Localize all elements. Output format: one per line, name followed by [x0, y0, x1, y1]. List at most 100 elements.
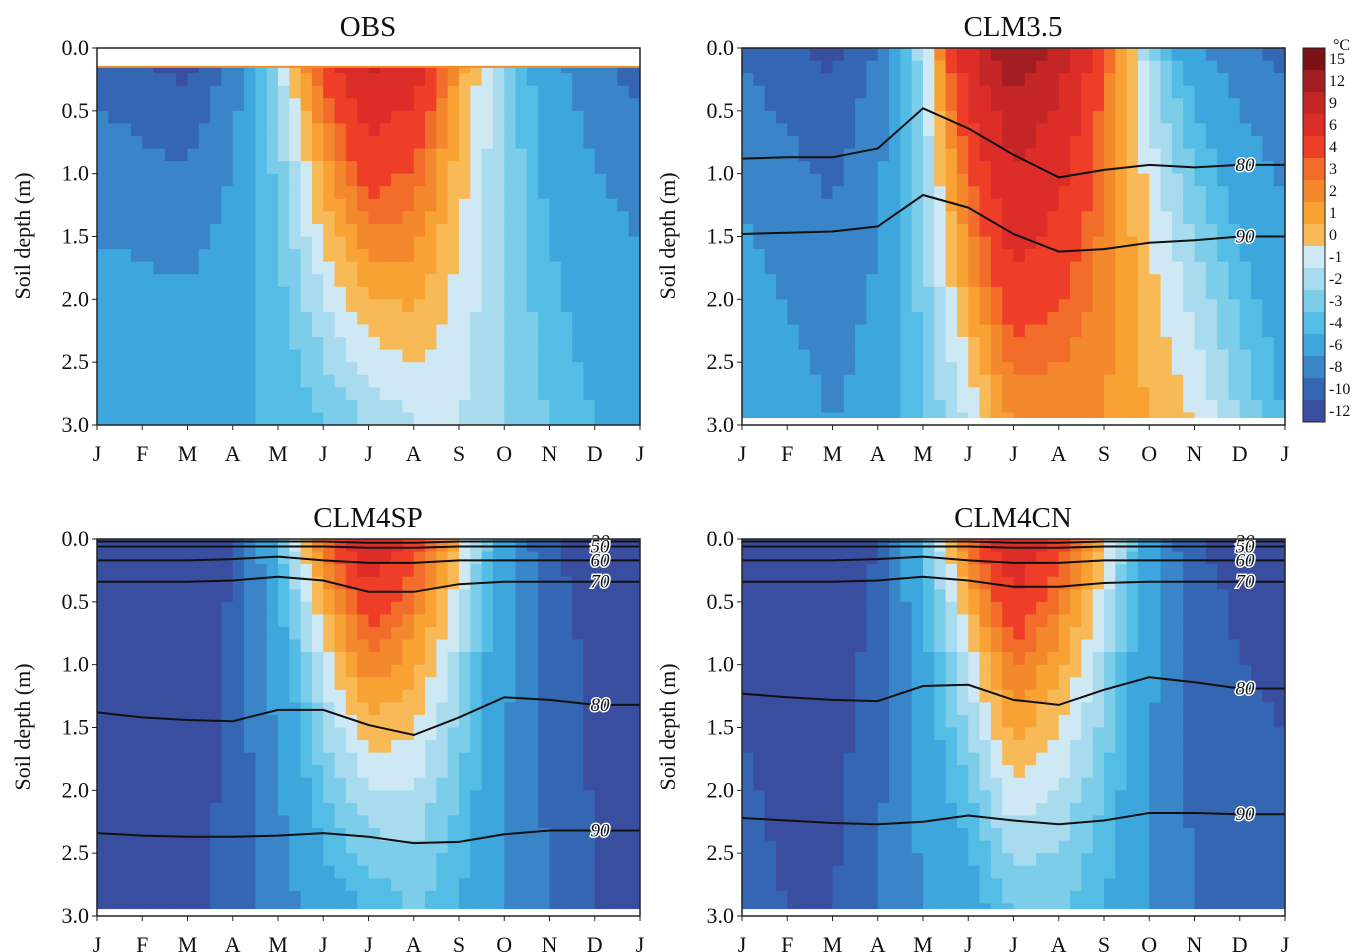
heatmap-cell: [979, 198, 992, 212]
heatmap-cell: [606, 689, 618, 703]
heatmap-cell: [923, 639, 935, 653]
axis-ticks-obs: J F M A M J J A S O N D J0.00.51.01.52.02.53.0: [62, 35, 645, 466]
heatmap-cell: [764, 98, 777, 112]
heatmap-cell: [311, 614, 324, 628]
heatmap-cell: [968, 362, 981, 376]
heatmap-cell: [1092, 286, 1105, 300]
heatmap-cell: [492, 186, 505, 200]
heatmap-cell: [956, 387, 969, 401]
heatmap-cell: [1047, 186, 1060, 200]
heatmap-cell: [742, 840, 754, 854]
heatmap-cell: [413, 198, 426, 212]
heatmap-cell: [142, 614, 155, 628]
heatmap-cell: [1205, 98, 1218, 112]
heatmap-cell: [877, 601, 890, 615]
heatmap-cell: [130, 249, 143, 263]
heatmap-cell: [244, 236, 256, 250]
heatmap-cell: [560, 148, 573, 162]
heatmap-cell: [583, 173, 596, 187]
heatmap-cell: [323, 539, 336, 553]
heatmap-cell: [855, 311, 868, 326]
heatmap-cell: [300, 261, 313, 275]
heatmap-cell: [1205, 324, 1218, 338]
heatmap-cell: [560, 73, 573, 87]
heatmap-cell: [481, 85, 494, 99]
heatmap-cell: [481, 311, 494, 326]
heatmap-cell: [855, 73, 868, 87]
heatmap-cell: [425, 324, 437, 338]
heatmap-cell: [764, 311, 777, 326]
heatmap-cell: [278, 564, 290, 578]
heatmap-cell: [1024, 324, 1037, 338]
heatmap-cell: [1205, 186, 1218, 200]
heatmap-cell: [130, 626, 143, 641]
heatmap-cell: [1239, 387, 1252, 401]
heatmap-cell: [787, 652, 800, 666]
heatmap-cell: [504, 387, 517, 401]
heatmap-cell: [934, 374, 947, 388]
heatmap-cell: [357, 840, 370, 854]
heatmap-cell: [526, 198, 539, 212]
heatmap-cell: [164, 324, 177, 338]
heatmap-cell: [866, 878, 879, 892]
heatmap-cell: [255, 399, 268, 414]
heatmap-cell: [1115, 110, 1128, 124]
heatmap-cell: [617, 702, 630, 716]
heatmap-cell: [866, 790, 879, 804]
heatmap-cell: [198, 765, 211, 779]
heatmap-cell: [198, 551, 211, 565]
heatmap-cell: [549, 853, 562, 867]
heatmap-cell: [221, 399, 234, 414]
heatmap-cell: [255, 740, 268, 754]
heatmap-cell: [809, 311, 822, 326]
heatmap-cell: [538, 261, 551, 275]
heatmap-cell: [391, 689, 404, 703]
heatmap-cell: [1160, 349, 1173, 363]
heatmap-cell: [278, 790, 290, 804]
heatmap-cell: [176, 903, 189, 910]
heatmap-cell: [357, 85, 370, 99]
heatmap-cell: [787, 48, 800, 62]
heatmap-cell: [583, 878, 596, 892]
heatmap-cell: [526, 614, 539, 628]
heatmap-cell: [538, 564, 551, 578]
heatmap-cell: [119, 286, 132, 300]
heatmap-cell: [742, 639, 754, 653]
heatmap-cell: [221, 299, 234, 313]
heatmap-cell: [334, 261, 347, 275]
heatmap-cell: [210, 387, 223, 401]
heatmap-cell: [1273, 399, 1285, 414]
heatmap-cell: [764, 173, 777, 187]
heatmap-cell: [504, 362, 517, 376]
heatmap-cell: [549, 274, 562, 288]
heatmap-cell: [775, 60, 788, 74]
heatmap-cell: [889, 98, 901, 112]
heatmap-cell: [594, 324, 607, 338]
heatmap-cell: [821, 564, 834, 578]
heatmap-cell: [1217, 249, 1230, 263]
heatmap-cell: [379, 677, 392, 691]
heatmap-cell: [1273, 48, 1285, 62]
heatmap-cell: [402, 639, 415, 653]
heatmap-cell: [956, 148, 969, 162]
heatmap-cell: [176, 249, 189, 263]
heatmap-cell: [266, 211, 279, 225]
heatmap-cell: [1183, 399, 1196, 414]
heatmap-cell: [549, 614, 562, 628]
heatmap-cell: [1160, 211, 1173, 225]
heatmap-cell: [142, 66, 155, 74]
heatmap-cell: [606, 727, 618, 741]
heatmap-cell: [436, 865, 449, 879]
heatmap-cell: [843, 765, 856, 779]
heatmap-cell: [628, 274, 640, 288]
heatmap-cell: [345, 186, 358, 200]
heatmap-cell: [832, 387, 845, 401]
heatmap-cell: [775, 652, 788, 666]
heatmap-cell: [889, 853, 901, 867]
heatmap-cell: [1104, 274, 1116, 288]
heatmap-cell: [889, 802, 901, 817]
heatmap-cell: [979, 186, 992, 200]
heatmap-cell: [911, 903, 924, 910]
heatmap-cell: [956, 249, 969, 263]
